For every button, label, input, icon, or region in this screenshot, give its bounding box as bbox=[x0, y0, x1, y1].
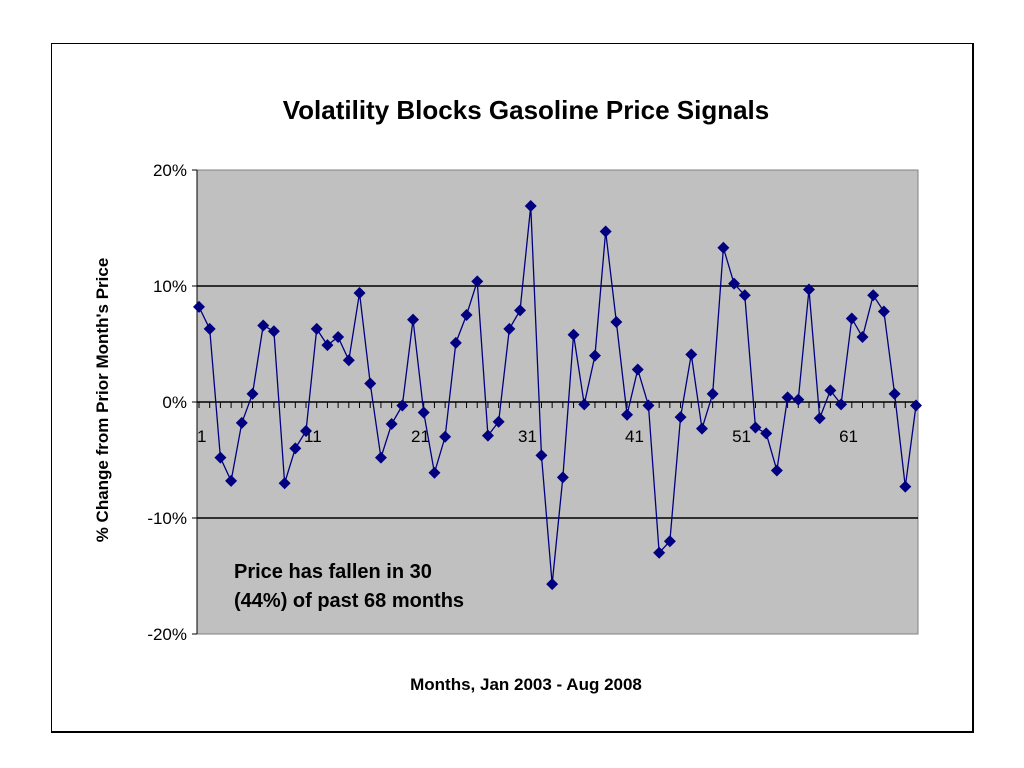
data-point-marker bbox=[835, 398, 848, 411]
data-point-marker bbox=[802, 283, 815, 296]
data-point-marker bbox=[556, 471, 569, 484]
chart-svg: Volatility Blocks Gasoline Price Signals… bbox=[93, 95, 922, 694]
x-axis-title: Months, Jan 2003 - Aug 2008 bbox=[410, 675, 642, 694]
data-point-marker bbox=[257, 319, 270, 332]
data-point-marker bbox=[310, 322, 323, 335]
x-tick-label: 31 bbox=[518, 427, 537, 446]
data-point-marker bbox=[439, 430, 452, 443]
data-point-marker bbox=[621, 408, 634, 421]
data-point-marker bbox=[631, 363, 644, 376]
data-point-marker bbox=[417, 406, 430, 419]
data-point-marker bbox=[653, 546, 666, 559]
data-point-marker bbox=[396, 399, 409, 412]
data-point-marker bbox=[910, 399, 922, 412]
chart-frame: Volatility Blocks Gasoline Price Signals… bbox=[51, 43, 974, 733]
x-tick-label: 61 bbox=[839, 427, 858, 446]
data-point-marker bbox=[267, 325, 280, 338]
data-point-marker bbox=[246, 387, 259, 400]
data-point-marker bbox=[792, 393, 805, 406]
data-point-marker bbox=[867, 289, 880, 302]
data-point-marker bbox=[481, 429, 494, 442]
data-point-marker bbox=[610, 315, 623, 328]
data-point-marker bbox=[738, 289, 751, 302]
y-tick-label: 10% bbox=[153, 277, 187, 296]
data-point-marker bbox=[717, 241, 730, 254]
data-point-marker bbox=[449, 336, 462, 349]
y-tick-label: -10% bbox=[147, 509, 187, 528]
data-point-marker bbox=[567, 328, 580, 341]
data-point-marker bbox=[342, 354, 355, 367]
data-point-marker bbox=[364, 377, 377, 390]
y-axis-title: % Change from Prior Month's Price bbox=[93, 258, 112, 543]
data-point-marker bbox=[374, 451, 387, 464]
data-point-marker bbox=[503, 322, 516, 335]
data-point-marker bbox=[813, 412, 826, 425]
data-point-marker bbox=[535, 449, 548, 462]
data-point-marker bbox=[407, 313, 420, 326]
data-point-marker bbox=[300, 425, 313, 437]
data-point-marker bbox=[749, 421, 762, 434]
data-point-marker bbox=[514, 304, 527, 317]
data-point-marker bbox=[214, 451, 227, 464]
data-point-marker bbox=[706, 387, 719, 400]
data-point-marker bbox=[385, 418, 398, 431]
gridlines bbox=[197, 285, 918, 519]
data-point-marker bbox=[524, 199, 537, 212]
data-point-marker bbox=[492, 415, 505, 428]
data-point-marker bbox=[471, 275, 484, 288]
chart-title: Volatility Blocks Gasoline Price Signals bbox=[283, 95, 769, 125]
y-axis-ticks: 20% 10% 0% -10% -20% bbox=[147, 161, 198, 644]
y-tick-label: 0% bbox=[162, 393, 187, 412]
data-point-marker bbox=[428, 466, 441, 479]
data-point-marker bbox=[578, 398, 591, 411]
data-point-marker bbox=[877, 305, 890, 318]
x-tick-label: 1 bbox=[197, 427, 206, 446]
data-point-marker bbox=[321, 339, 334, 352]
data-point-marker bbox=[685, 348, 698, 361]
data-point-marker bbox=[781, 391, 794, 404]
data-point-marker bbox=[546, 578, 559, 591]
series-markers bbox=[193, 199, 922, 591]
data-point-marker bbox=[888, 387, 901, 400]
data-point-marker bbox=[674, 411, 687, 424]
data-point-marker bbox=[235, 416, 248, 429]
y-tick-label: 20% bbox=[153, 161, 187, 180]
data-point-marker bbox=[824, 384, 837, 397]
data-point-marker bbox=[588, 349, 601, 362]
data-point-marker bbox=[203, 322, 216, 335]
data-point-marker bbox=[289, 442, 302, 455]
data-point-marker bbox=[193, 300, 205, 313]
data-point-marker bbox=[845, 312, 858, 325]
data-point-marker bbox=[642, 399, 655, 412]
x-tick-label: 21 bbox=[411, 427, 430, 446]
data-point-marker bbox=[770, 464, 783, 477]
data-point-marker bbox=[899, 480, 912, 493]
data-point-marker bbox=[278, 477, 291, 490]
x-tick-label: 41 bbox=[625, 427, 644, 446]
y-tick-label: -20% bbox=[147, 625, 187, 644]
data-point-marker bbox=[856, 331, 869, 344]
data-point-marker bbox=[460, 309, 473, 321]
data-point-marker bbox=[728, 277, 741, 290]
data-point-marker bbox=[599, 225, 612, 238]
annotation-line-1: Price has fallen in 30 bbox=[234, 561, 432, 583]
data-point-marker bbox=[760, 427, 773, 440]
data-point-marker bbox=[353, 286, 366, 299]
x-axis-tick-labels: 1 11 21 31 41 51 61 bbox=[197, 427, 858, 446]
data-point-marker bbox=[695, 422, 708, 435]
x-tick-label: 51 bbox=[732, 427, 751, 446]
annotation-line-2: (44%) of past 68 months bbox=[234, 590, 464, 612]
data-point-marker bbox=[332, 331, 345, 344]
data-point-marker bbox=[225, 474, 238, 487]
data-point-marker bbox=[663, 535, 676, 548]
